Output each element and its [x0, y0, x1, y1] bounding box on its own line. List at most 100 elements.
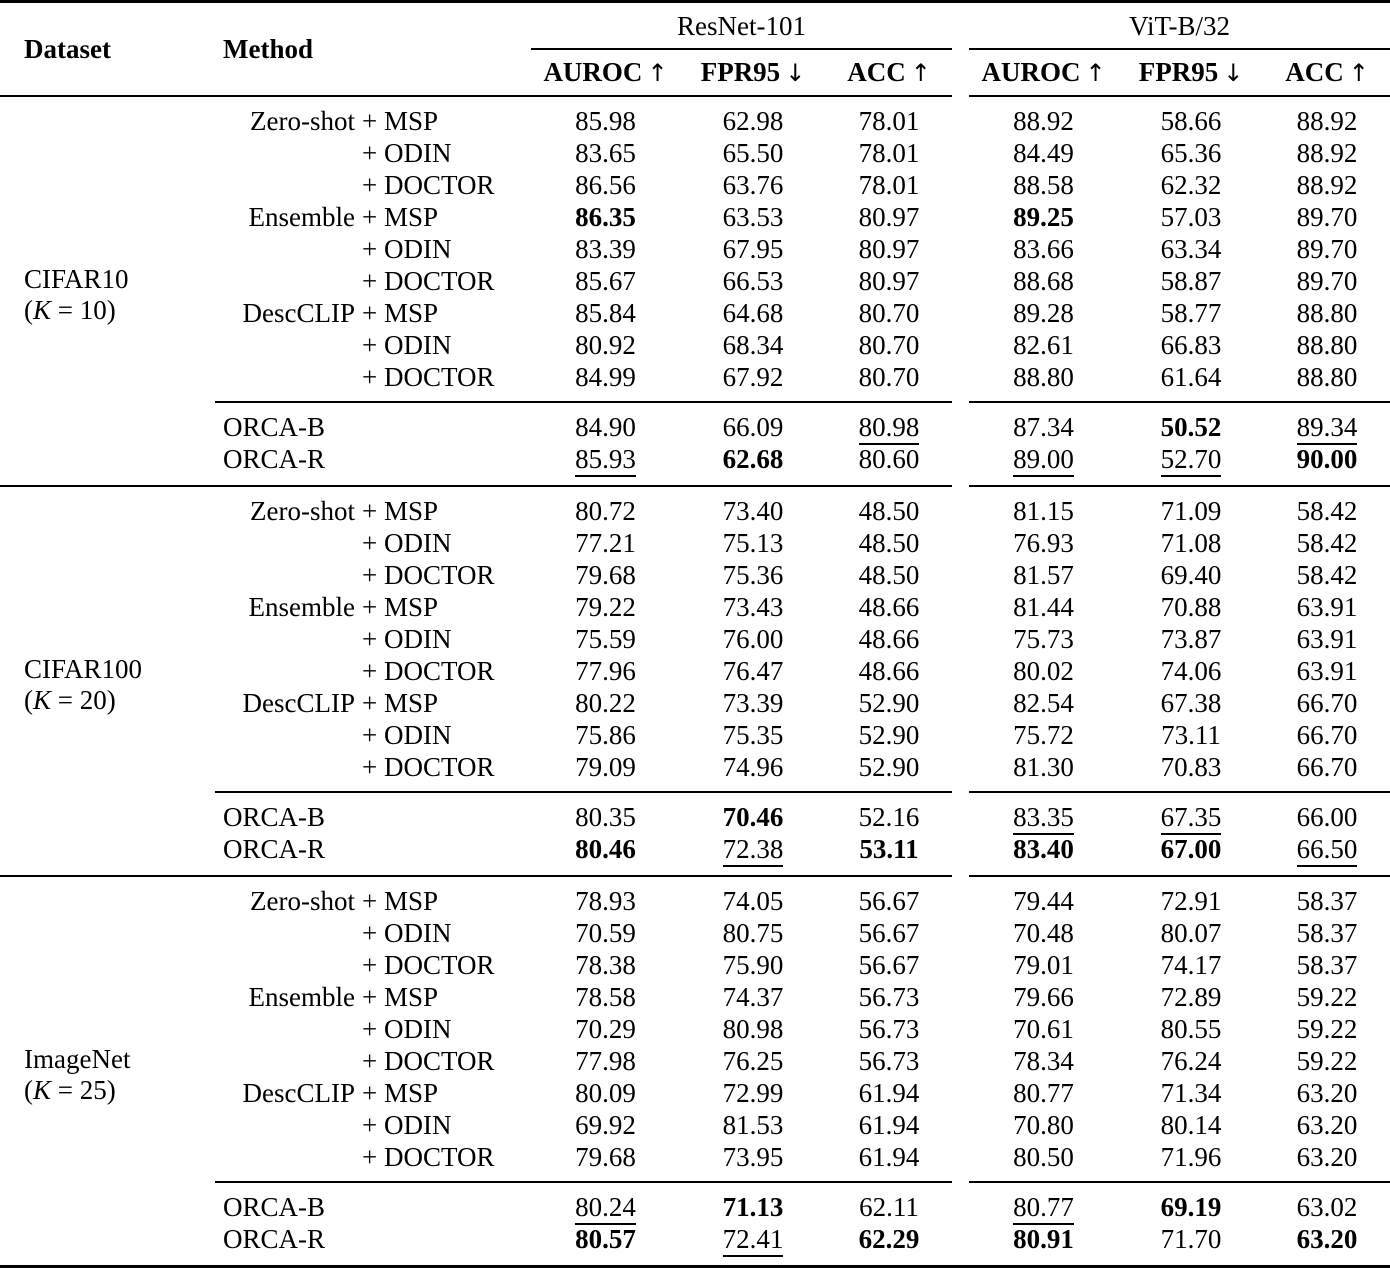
- metric-value: 80.57: [575, 1224, 636, 1254]
- cell-vit-auroc: 78.34: [969, 1045, 1118, 1077]
- results-table-body: CIFAR10 (K = 10) Zero-shot + MSP 85.98 62.98 7…: [0, 96, 1390, 1267]
- metric-value: 71.09: [1160, 496, 1222, 526]
- cell-resnet-auroc: 79.09: [531, 751, 680, 792]
- metric-value: 74.06: [1160, 656, 1222, 686]
- cell-resnet-acc: 80.70: [826, 361, 952, 402]
- cell-vit-auroc: 81.44: [969, 591, 1118, 623]
- cell-resnet-fpr95: 73.43: [680, 591, 826, 623]
- metric-value: 69.92: [575, 1110, 636, 1140]
- method-scorer: + DOCTOR: [362, 560, 495, 590]
- metric-value: 80.55: [1160, 1014, 1222, 1044]
- cell-vit-auroc: 89.25: [969, 201, 1118, 233]
- cell-vit-auroc: 83.66: [969, 233, 1118, 265]
- up-arrow-icon: ↑: [1085, 59, 1106, 87]
- cell-vit-fpr95: 71.70: [1118, 1223, 1264, 1267]
- table-header-row-metrics: AUROC ↑ FPR95 ↓ ACC ↑ AUROC ↑ FPR95 ↓ ACC ↑: [0, 49, 1390, 97]
- column-gap: [952, 1223, 969, 1267]
- cell-resnet-acc: 80.97: [826, 265, 952, 297]
- cell-resnet-auroc: 78.38: [531, 949, 680, 981]
- metric-value: 83.35: [1013, 802, 1074, 835]
- column-gap: [952, 792, 969, 833]
- table-header-row-groups: Dataset Method ResNet-101 ViT-B/32: [0, 1, 1390, 97]
- metric-name: ACC: [847, 57, 906, 87]
- method-scorer: + DOCTOR: [362, 170, 495, 200]
- column-header-vit-acc: ACC ↑: [1264, 49, 1390, 97]
- cell-vit-fpr95: 74.17: [1118, 949, 1264, 981]
- cell-vit-fpr95: 71.96: [1118, 1141, 1264, 1182]
- method-name: ORCA-R: [223, 1224, 326, 1254]
- metric-value: 85.98: [575, 106, 636, 136]
- cell-vit-fpr95: 67.35: [1118, 791, 1265, 835]
- cell-vit-acc: 58.42: [1264, 486, 1390, 527]
- dataset-num-classes: (K = 20): [24, 685, 215, 716]
- up-arrow-icon: ↑: [647, 59, 668, 87]
- metric-value: 58.37: [1296, 918, 1358, 948]
- column-header-resnet-auroc: AUROC ↑: [531, 49, 680, 97]
- cell-resnet-fpr95: 75.36: [680, 559, 826, 591]
- metric-value: 70.59: [575, 918, 636, 948]
- cell-vit-acc: 58.42: [1264, 527, 1390, 559]
- metric-value: 80.60: [858, 444, 920, 474]
- method-family: DescCLIP: [242, 1078, 355, 1108]
- cell-vit-auroc: 79.01: [969, 949, 1118, 981]
- metric-value: 78.01: [858, 138, 920, 168]
- metric-value: 89.00: [1013, 444, 1074, 477]
- table-row: Ensemble + MSP 86.35 63.53 80.97 89.25 57.03 89…: [0, 201, 1390, 233]
- cell-resnet-acc: 80.97: [826, 233, 952, 265]
- metric-value: 50.52: [1160, 412, 1222, 442]
- table-row: ORCA-B 80.24 71.13 62.11 80.77 69.19 63.02: [0, 1181, 1390, 1225]
- cell-vit-auroc: 89.28: [969, 297, 1118, 329]
- method-family: Ensemble: [248, 202, 355, 232]
- cell-resnet-auroc: 83.39: [531, 233, 680, 265]
- cell-vit-acc: 89.70: [1264, 265, 1390, 297]
- metric-value: 67.00: [1160, 834, 1222, 864]
- group-header-vitb32: ViT-B/32: [969, 1, 1390, 50]
- method-label: ORCA-R: [215, 1223, 531, 1267]
- method-label: + ODIN: [215, 917, 531, 949]
- cell-resnet-fpr95: 75.35: [680, 719, 826, 751]
- cell-vit-acc: 63.91: [1264, 591, 1390, 623]
- metric-value: 90.00: [1296, 444, 1358, 474]
- cell-vit-auroc: 89.00: [969, 443, 1119, 487]
- up-arrow-icon: ↑: [910, 59, 931, 87]
- metric-value: 85.67: [575, 266, 636, 296]
- cell-resnet-auroc: 85.67: [531, 265, 680, 297]
- column-gap: [952, 402, 969, 443]
- metric-value: 75.90: [722, 950, 784, 980]
- cell-vit-fpr95: 70.83: [1118, 751, 1264, 792]
- cell-resnet-acc: 53.11: [826, 833, 953, 877]
- method-scorer: + ODIN: [362, 918, 452, 948]
- metric-value: 80.22: [575, 688, 636, 718]
- method-label: + ODIN: [215, 527, 531, 559]
- method-label: + ODIN: [215, 623, 531, 655]
- metric-value: 76.00: [722, 624, 784, 654]
- cell-vit-auroc: 88.80: [969, 361, 1118, 402]
- cell-vit-fpr95: 73.11: [1118, 719, 1264, 751]
- metric-value: 71.96: [1160, 1142, 1222, 1172]
- column-gap: [952, 486, 969, 527]
- cell-vit-acc: 63.02: [1264, 1181, 1390, 1223]
- table-row: + ODIN 70.29 80.98 56.73 70.61 80.55 59.22: [0, 1013, 1390, 1045]
- metric-value: 73.95: [722, 1142, 784, 1172]
- metric-value: 80.50: [1013, 1142, 1074, 1172]
- method-label: + ODIN: [215, 137, 531, 169]
- cell-vit-acc: 89.34: [1264, 401, 1390, 445]
- method-scorer: + MSP: [362, 982, 439, 1012]
- metric-value: 66.53: [722, 266, 784, 296]
- table-row: Ensemble + MSP 79.22 73.43 48.66 81.44 70.88 63…: [0, 591, 1390, 623]
- cell-resnet-acc: 56.67: [826, 917, 952, 949]
- metric-value: 86.56: [575, 170, 636, 200]
- column-gap: [952, 1109, 969, 1141]
- metric-value: 80.46: [575, 834, 636, 864]
- cell-resnet-fpr95: 76.47: [680, 655, 826, 687]
- metric-value: 80.98: [858, 412, 920, 445]
- method-scorer: + MSP: [362, 1078, 439, 1108]
- cell-resnet-auroc: 86.35: [531, 201, 680, 233]
- metric-name: AUROC: [981, 57, 1081, 87]
- metric-name: ACC: [1285, 57, 1344, 87]
- metric-value: 52.16: [858, 802, 920, 832]
- column-header-dataset: Dataset: [0, 1, 215, 97]
- column-gap: [952, 655, 969, 687]
- method-family: Zero-shot: [250, 886, 355, 916]
- metric-value: 81.53: [722, 1110, 784, 1140]
